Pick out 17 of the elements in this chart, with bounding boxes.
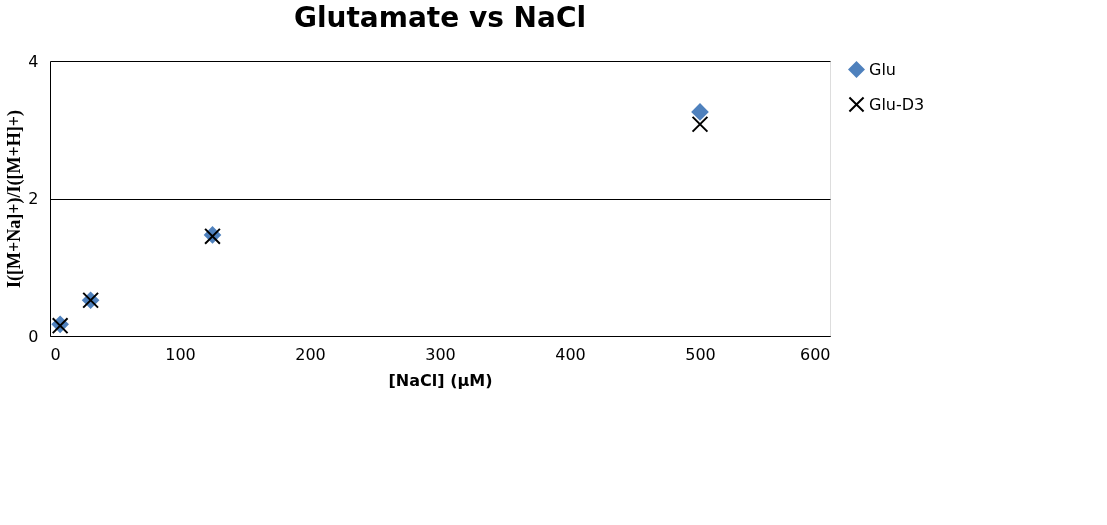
point [691, 103, 709, 121]
x-tick-label: 500 [685, 344, 716, 364]
legend-label: Glu [869, 59, 896, 79]
y-axis-title: I([M+Na]+)/I([M+H]+) [4, 110, 26, 288]
y-tick-label: 4 [28, 51, 39, 71]
point [691, 115, 709, 133]
x-tick-label: 300 [425, 344, 456, 364]
x-axis-title: [NaCl] (µM) [388, 370, 493, 390]
y-tick-label: 2 [28, 189, 39, 208]
x-tick-label: 0 [50, 344, 61, 364]
x-tick-label: 100 [165, 344, 196, 364]
chart-title: Glutamate vs NaCl [293, 1, 587, 34]
x-tick-label: 400 [555, 344, 586, 364]
y-tick-label: 0 [28, 326, 39, 346]
x-tick-label: 200 [295, 344, 326, 364]
x-tick-label: 600 [799, 344, 831, 364]
legend-label: Glu-D3 [869, 94, 925, 114]
